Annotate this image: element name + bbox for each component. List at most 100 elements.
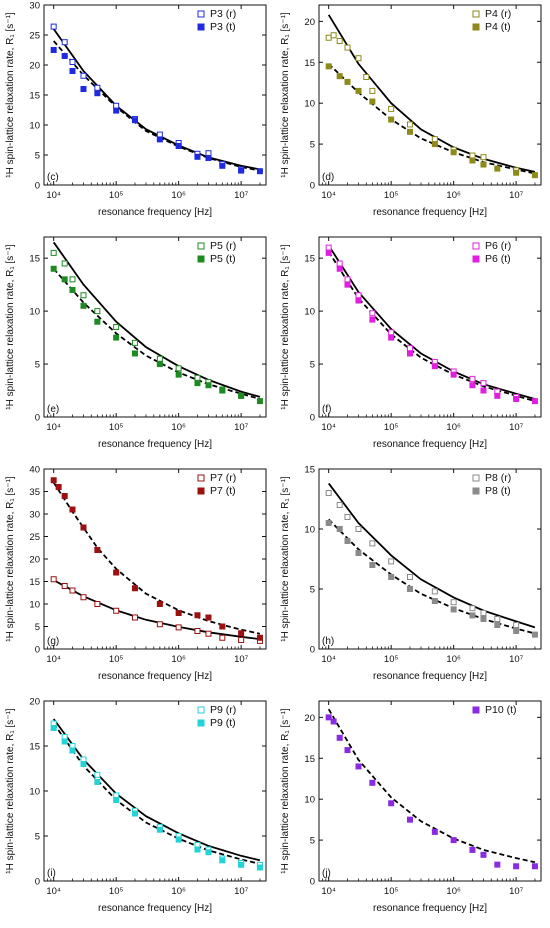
x-tick-label: 10⁵ (384, 654, 399, 665)
data-point (388, 105, 395, 112)
y-axis-title: ¹H spin-lattice relaxation rate, R₁ [s⁻¹… (5, 708, 16, 874)
y-tick-label: 20 (304, 713, 315, 724)
legend-marker (197, 719, 205, 727)
y-tick-label: 0 (35, 645, 40, 656)
data-point (238, 392, 245, 399)
y-tick-label: 10 (304, 525, 315, 536)
chart-svg: 0 5 10 15 20 10⁴ 10⁵ 10⁶ 10⁷ resonance frequency … (280, 700, 542, 914)
data-point (194, 153, 201, 160)
data-point (194, 374, 201, 381)
data-point (50, 725, 57, 731)
data-point (156, 361, 163, 368)
y-tick-label: 10 (29, 307, 40, 318)
data-point (205, 382, 212, 389)
data-point (406, 350, 413, 357)
x-tick-label: 10⁴ (321, 190, 336, 201)
legend-marker (472, 10, 480, 18)
data-point (61, 493, 68, 499)
legend-label: P5 (r) (210, 240, 236, 252)
data-point (469, 375, 476, 382)
y-tick-label: 10 (29, 787, 40, 798)
fit-line (327, 251, 536, 402)
data-point (450, 149, 457, 156)
y-tick-label: 20 (304, 17, 315, 28)
legend-label: P10 (t) (485, 704, 517, 716)
chart-svg: 0 5 10 15 10⁴ 10⁵ 10⁶ 10⁷ resonance frequency [H… (5, 236, 267, 450)
y-tick-label: 0 (310, 645, 315, 656)
data-point (494, 165, 501, 172)
legend-label: P8 (r) (485, 472, 511, 484)
chart-svg: 0 5 10 15 20 10⁴ 10⁵ 10⁶ 10⁷ resonance frequency … (5, 697, 267, 914)
data-point (61, 583, 68, 589)
y-tick-label: 40 (29, 465, 40, 476)
data-point (330, 718, 337, 725)
fit-line (53, 579, 261, 640)
chart-panel: 0 5 10 15 10⁴ 10⁵ 10⁶ 10⁷ resonance frequency [H… (0, 232, 275, 464)
y-tick-label: 0 (310, 877, 315, 888)
data-point (80, 524, 87, 531)
data-point (94, 90, 101, 97)
data-point (131, 117, 138, 124)
chart-svg: 0 5 10 15 10⁴ 10⁵ 10⁶ 10⁷ resonance frequency [H… (280, 465, 542, 682)
plot-frame (318, 700, 542, 882)
x-tick-label: 10⁴ (321, 886, 336, 897)
data-point (469, 157, 476, 164)
data-point (431, 136, 438, 143)
data-point (406, 586, 413, 592)
data-point (238, 167, 245, 174)
y-tick-label: 30 (29, 1, 40, 12)
x-tick-label: 10⁴ (321, 654, 336, 665)
x-tick-label: 10⁴ (46, 422, 61, 433)
y-tick-label: 15 (304, 254, 315, 265)
y-tick-label: 20 (29, 697, 40, 708)
panel-label: (c) (47, 172, 59, 183)
data-point (336, 502, 343, 508)
data-point (194, 628, 201, 634)
data-point (325, 490, 332, 496)
y-tick-label: 10 (304, 795, 315, 806)
x-tick-label: 10⁴ (321, 422, 336, 433)
data-point (205, 614, 212, 621)
data-point (344, 281, 351, 288)
data-point (325, 34, 332, 41)
x-tick-label: 10⁷ (509, 654, 524, 665)
data-point (513, 863, 520, 870)
y-tick-label: 25 (29, 31, 40, 42)
data-point (156, 826, 163, 833)
legend-marker (472, 23, 480, 31)
data-point (175, 836, 182, 843)
data-point (469, 382, 476, 389)
fit-line (328, 63, 536, 175)
y-tick-label: 0 (35, 413, 40, 424)
data-point (406, 121, 413, 128)
data-point (113, 324, 120, 330)
data-point (480, 387, 487, 394)
chart-svg: 0 5 10 15 20 25 30 35 40 10⁴ 10⁵ 10⁶ 10⁷ resonance fr… (5, 465, 267, 682)
legend-label: P9 (t) (210, 717, 236, 729)
y-tick-label: 10 (29, 600, 40, 611)
data-point (194, 380, 201, 387)
y-tick-label: 25 (29, 532, 40, 543)
data-point (369, 562, 376, 568)
data-point (205, 150, 212, 157)
data-point (80, 302, 87, 309)
data-point (369, 310, 376, 317)
data-point (131, 810, 138, 817)
x-tick-label: 10⁶ (446, 654, 461, 665)
x-tick-label: 10⁶ (446, 886, 461, 897)
x-tick-label: 10⁴ (46, 190, 61, 201)
y-tick-label: 15 (304, 58, 315, 69)
data-point (156, 136, 163, 143)
data-point (513, 396, 520, 402)
legend-marker (197, 10, 205, 18)
x-axis-title: resonance frequency [Hz] (98, 903, 212, 914)
legend-marker (197, 255, 205, 263)
legend-label: P4 (r) (485, 8, 511, 20)
data-point (219, 634, 226, 641)
data-point (369, 98, 376, 105)
y-tick-label: 5 (35, 622, 40, 633)
data-point (325, 520, 332, 526)
legend-marker (472, 474, 480, 482)
data-point (131, 614, 138, 621)
y-tick-label: 5 (35, 832, 40, 843)
